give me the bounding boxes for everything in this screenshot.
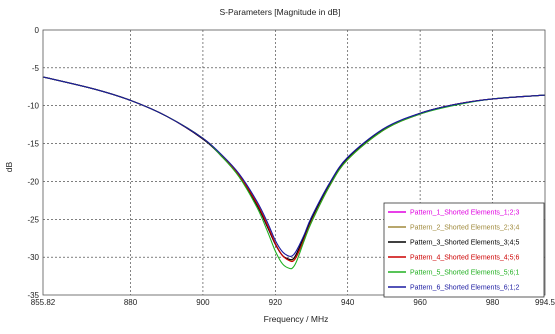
x-axis-label: Frequency / MHz <box>264 314 329 324</box>
x-tick-label: 880 <box>124 298 138 307</box>
x-tick-label: 855.82 <box>31 298 56 307</box>
axis-ticks: 855.82 880 900 920 940 960 980 994.5 0 -5 -10 -15 -2… <box>27 26 555 307</box>
y-tick-label: -30 <box>27 253 39 262</box>
y-tick-label: -5 <box>32 64 40 73</box>
legend-entry: Pattern_4_Shorted Elements_4;5;6 <box>410 255 519 262</box>
legend-entry: Pattern_1_Shorted Elements_1;2;3 <box>410 210 519 217</box>
y-tick-label: -10 <box>27 102 39 111</box>
legend-box <box>383 202 545 298</box>
legend-entry: Pattern_5_Shorted Elements_5;6;1 <box>410 270 519 277</box>
legend-entry: Pattern_3_Shorted Elements_3;4;5 <box>410 240 519 247</box>
y-tick-label: 0 <box>35 26 40 35</box>
series-line-6 <box>42 76 546 258</box>
series-lines <box>42 76 546 270</box>
grid-lines <box>43 30 545 295</box>
plot-frame <box>42 29 546 296</box>
x-tick-label: 980 <box>486 298 500 307</box>
legend: Pattern_1_Shorted Elements_1;2;3 Pattern_… <box>383 202 545 298</box>
y-tick-label: -15 <box>27 140 39 149</box>
x-tick-label: 960 <box>413 298 427 307</box>
chart-title: S-Parameters [Magnitude in dB] <box>220 7 341 17</box>
x-tick-label: 920 <box>269 298 283 307</box>
x-tick-label: 940 <box>341 298 355 307</box>
legend-entry: Pattern_6_Shorted Elements_6;1;2 <box>410 285 519 292</box>
y-tick-label: -20 <box>27 177 39 186</box>
y-axis-label: dB <box>4 161 14 172</box>
x-tick-label: 900 <box>196 298 210 307</box>
legend-entry: Pattern_2_Shorted Elements_2;3;4 <box>410 225 519 232</box>
x-tick-label: 994.5 <box>535 298 555 307</box>
y-tick-label: -35 <box>27 291 39 300</box>
y-tick-label: -25 <box>27 215 39 224</box>
